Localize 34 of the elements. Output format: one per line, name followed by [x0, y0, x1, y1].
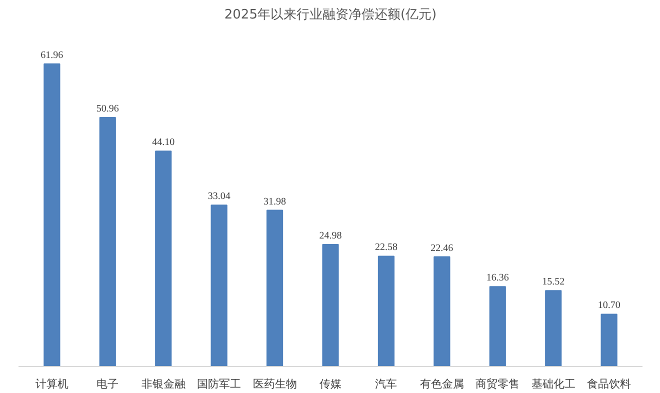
- x-tick-label: 医药生物: [252, 378, 297, 390]
- data-label: 22.46: [430, 242, 454, 254]
- data-label: 50.96: [96, 104, 119, 115]
- bar: [489, 286, 506, 366]
- x-tick-label: 计算机: [35, 378, 68, 390]
- chart-title: 2025年以来行业融资净偿还额(亿元): [224, 8, 437, 22]
- bar: [600, 314, 618, 366]
- x-tick-label: 传媒: [320, 378, 342, 390]
- x-tick-label: 国防军工: [197, 378, 242, 390]
- x-tick-label: 非银金融: [141, 378, 186, 390]
- bar: [210, 204, 228, 366]
- x-tick-label: 电子: [96, 378, 119, 390]
- bar: [434, 256, 450, 366]
- x-tick-label: 商贸零售: [476, 378, 520, 390]
- data-label: 61.96: [40, 50, 64, 61]
- bar: [545, 290, 562, 366]
- x-tick-label: 有色金属: [420, 378, 464, 390]
- bar: [99, 117, 116, 366]
- data-label: 33.04: [208, 191, 230, 202]
- bar: [322, 244, 339, 366]
- x-tick-label: 基础化工: [531, 378, 576, 390]
- x-tick-label: 汽车: [375, 378, 398, 390]
- bar: [155, 150, 172, 366]
- data-label: 16.36: [486, 272, 509, 284]
- data-label: 15.52: [542, 276, 565, 288]
- data-label: 10.70: [598, 300, 620, 312]
- bar: [378, 256, 395, 366]
- data-label: 44.10: [152, 137, 175, 148]
- bar: [266, 210, 284, 366]
- bar: [44, 63, 60, 366]
- data-label: 31.98: [264, 196, 286, 208]
- data-label: 24.98: [319, 230, 342, 242]
- x-tick-label: 食品饮料: [587, 378, 632, 390]
- data-label: 22.58: [374, 242, 398, 254]
